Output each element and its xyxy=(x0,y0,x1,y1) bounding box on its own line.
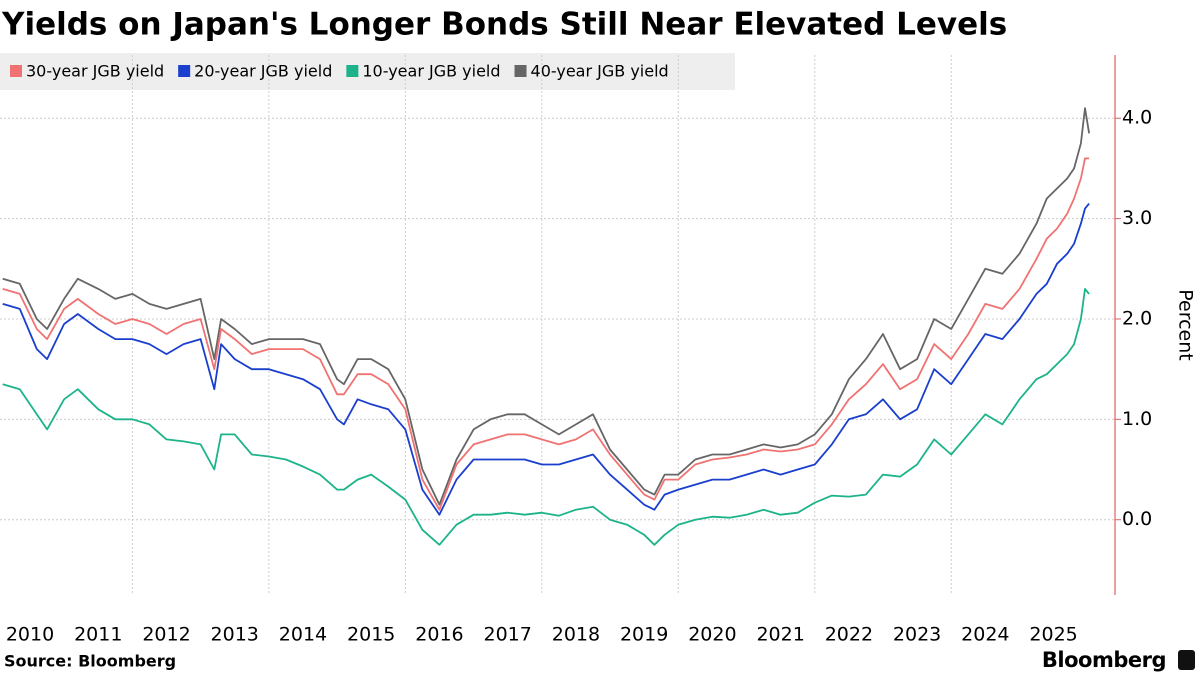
x-tick-label: 2014 xyxy=(279,624,327,646)
y-tick-label: 1.0 xyxy=(1122,408,1152,430)
x-tick-label: 2021 xyxy=(756,624,804,646)
legend-label: 10-year JGB yield xyxy=(362,62,500,81)
x-tick-label: 2023 xyxy=(893,624,941,646)
y-tick-label: 4.0 xyxy=(1122,107,1152,129)
source: Source: Bloomberg xyxy=(4,652,176,671)
legend-label: 30-year JGB yield xyxy=(26,62,164,81)
x-tick-label: 2020 xyxy=(688,624,736,646)
series-line xyxy=(2,157,1090,511)
x-tick-label: 2011 xyxy=(74,624,122,646)
legend-label: 40-year JGB yield xyxy=(531,62,669,81)
x-tick-label: 2013 xyxy=(211,624,259,646)
legend-swatch xyxy=(178,65,191,77)
chart-title: Yields on Japan's Longer Bonds Still Nea… xyxy=(1,7,1007,43)
x-tick-label: 2010 xyxy=(6,624,54,646)
brand-icon xyxy=(1178,650,1195,670)
x-tick-label: 2024 xyxy=(961,624,1009,646)
x-tick-label: 2019 xyxy=(620,624,668,646)
legend-swatch xyxy=(514,65,527,77)
legend-swatch xyxy=(10,65,22,77)
legend-background xyxy=(0,53,735,90)
series-line xyxy=(2,203,1090,516)
y-axis-label: Percent xyxy=(1175,289,1197,361)
y-tick-label: 0.0 xyxy=(1122,508,1152,530)
x-tick-label: 2022 xyxy=(825,624,873,646)
x-tick-label: 2015 xyxy=(347,624,395,646)
series-line xyxy=(2,288,1090,546)
y-tick-label: 3.0 xyxy=(1122,207,1152,229)
series-line xyxy=(2,107,1090,506)
x-tick-label: 2016 xyxy=(415,624,463,646)
x-tick-label: 2012 xyxy=(142,624,190,646)
x-tick-label: 2018 xyxy=(552,624,600,646)
brand: Bloomberg xyxy=(1042,648,1166,672)
x-tick-label: 2025 xyxy=(1029,624,1077,646)
legend-swatch xyxy=(346,65,359,77)
x-tick-label: 2017 xyxy=(484,624,532,646)
y-tick-label: 2.0 xyxy=(1122,307,1152,329)
legend-label: 20-year JGB yield xyxy=(194,62,332,81)
